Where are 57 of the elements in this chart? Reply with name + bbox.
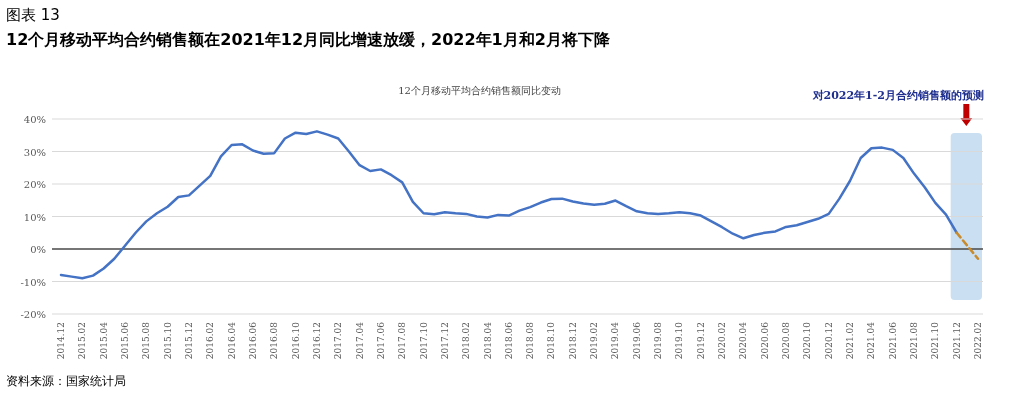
x-tick-label: 2015.04 bbox=[98, 321, 109, 360]
x-tick-label: 2016.04 bbox=[226, 321, 237, 360]
y-tick-label: 0% bbox=[30, 244, 46, 255]
x-tick-label: 2017.10 bbox=[418, 321, 429, 360]
x-tick-label: 2021.06 bbox=[887, 321, 898, 360]
x-tick-label: 2020.08 bbox=[781, 321, 792, 360]
x-tick-label: 2017.02 bbox=[333, 322, 344, 360]
text: 资料来源：国家统计局 bbox=[6, 374, 126, 388]
x-tick-label: 2015.08 bbox=[141, 321, 152, 360]
text: 12个月移动平均合约销售额同比变动 bbox=[398, 85, 561, 96]
x-tick-label: 2017.06 bbox=[375, 321, 386, 360]
x-tick-label: 2017.12 bbox=[439, 322, 450, 360]
x-tick-label: 2017.08 bbox=[397, 321, 408, 360]
x-tick-label: 2021.02 bbox=[845, 322, 856, 360]
band: 对2022年1-2月合约销售额的预测 bbox=[812, 89, 984, 300]
x-tick-label: 2020.02 bbox=[717, 322, 728, 360]
x-tick-label: 2021.10 bbox=[930, 321, 941, 360]
x-tick-label: 2020.10 bbox=[802, 321, 813, 360]
y-tick-label: 10% bbox=[23, 211, 46, 223]
band-label: 对2022年1-2月合约销售额的预测 bbox=[811, 89, 984, 102]
x-tick-label: 2018.12 bbox=[567, 322, 578, 360]
x-tick-label: 2019.12 bbox=[695, 322, 706, 360]
x-tick-label: 2019.04 bbox=[610, 321, 621, 360]
x-tick-label: 2016.08 bbox=[269, 321, 280, 360]
x-tick-label: 2016.02 bbox=[205, 322, 216, 360]
x-tick-label: 2016.10 bbox=[290, 321, 301, 360]
x-tick-label: 2015.06 bbox=[119, 321, 130, 360]
x-tick-label: 2015.10 bbox=[162, 321, 173, 360]
x-tick-label: 2016.06 bbox=[247, 321, 258, 360]
y-tick-label: 30% bbox=[23, 146, 46, 158]
x-tick-label: 2019.10 bbox=[674, 321, 685, 360]
x-tick-label: 2016.12 bbox=[311, 322, 322, 360]
x-tick-label: 2019.06 bbox=[631, 321, 642, 360]
x-tick-label: 2019.02 bbox=[589, 322, 600, 360]
chart-subtitle: 12个月移动平均合约销售额在2021年12月同比增速放缓，2022年1月和2月将下降 bbox=[6, 30, 611, 49]
y-tick-label: 40% bbox=[23, 114, 46, 125]
x-tick-label: 2018.10 bbox=[546, 321, 557, 360]
chart-title: 图表 13 bbox=[6, 6, 60, 24]
y-tick-label: 20% bbox=[23, 179, 46, 190]
x-tick-label: 2021.04 bbox=[866, 321, 877, 360]
x-tick-label: 2019.08 bbox=[653, 321, 664, 360]
x-tick-label: 2021.12 bbox=[951, 322, 962, 360]
x-tick-label: 2020.04 bbox=[738, 321, 749, 360]
x-tick-label: 2020.06 bbox=[759, 321, 770, 360]
x-tick-label: 2018.04 bbox=[482, 321, 493, 360]
x-tick-label: 2015.12 bbox=[183, 322, 194, 360]
x-tick-label: 2020.12 bbox=[823, 322, 834, 360]
y-tick-label: -10% bbox=[20, 276, 46, 288]
x-tick-label: 2021.08 bbox=[909, 321, 920, 360]
y-tick-label: -20% bbox=[20, 309, 46, 320]
x-tick-label: 2018.06 bbox=[503, 321, 514, 360]
x-tick-label: 2015.02 bbox=[77, 322, 88, 360]
x-tick-label: 2018.08 bbox=[525, 321, 536, 360]
x-tick-label: 2018.02 bbox=[461, 322, 472, 360]
x-tick-label: 2014.12 bbox=[56, 322, 66, 360]
x-tick-label: 2017.04 bbox=[354, 321, 365, 360]
x-tick-label: 2022.02 bbox=[973, 322, 983, 360]
